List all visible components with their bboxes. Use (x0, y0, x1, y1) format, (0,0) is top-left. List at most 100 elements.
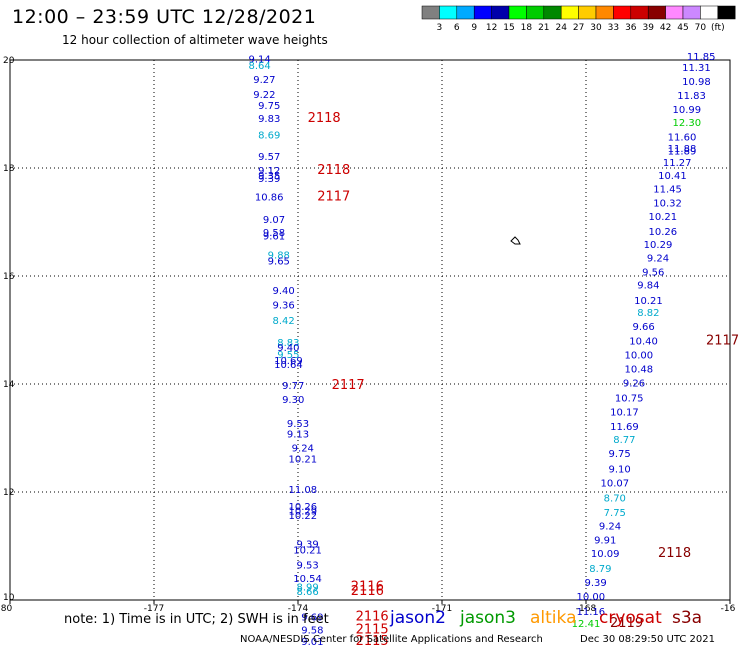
wave-height-value: 10.00 (576, 592, 605, 603)
wave-height-value: 9.01 (301, 637, 323, 648)
time-label: 2118 (317, 163, 350, 178)
wave-height-value: 10.21 (648, 212, 677, 223)
colorbar-label: (ft) (711, 23, 725, 33)
colorbar-label: 24 (555, 23, 567, 33)
wave-height-value: 8.66 (296, 587, 318, 598)
y-tick-label: 10 (3, 593, 15, 603)
color-scale-legend: 3 6 9 12 15 18 21 24 27 30 33 36 39 42 45 70 (ft) (421, 5, 736, 33)
wave-height-value: 11.85 (687, 52, 716, 63)
wave-height-value: 9.22 (253, 90, 275, 101)
legend-altika: altika (530, 608, 577, 628)
wave-height-value: 9.39 (258, 174, 280, 185)
wave-height-value: 9.75 (258, 101, 280, 112)
wave-height-value: 8.83 (277, 338, 299, 349)
wave-height-value: 9.24 (599, 521, 621, 532)
wave-height-value: 10.99 (672, 105, 701, 116)
legend-s3a: s3a (672, 608, 703, 628)
colorbar-label: 45 (677, 23, 688, 33)
wave-height-value: 9.58 (263, 228, 285, 239)
wave-height-value: 9.26 (623, 379, 645, 390)
colorbar-label: 21 (538, 23, 549, 33)
credit-line: NOAA/NESDIS Center for Satellite Applica… (240, 634, 543, 645)
wave-height-value: 12.30 (672, 118, 701, 129)
wave-height-value: 8.79 (589, 564, 611, 575)
colorbar-label: 15 (503, 23, 514, 33)
time-label: 2118 (308, 111, 341, 126)
wave-height-value: 9.55 (277, 350, 299, 361)
wave-height-value: 10.86 (255, 192, 284, 203)
wave-height-value: 8.69 (258, 130, 280, 141)
legend-jason2: jason2 (390, 608, 446, 628)
wave-height-value: 10.98 (682, 77, 711, 88)
wave-height-value: 9.77 (282, 381, 304, 392)
wave-height-value: 10.07 (600, 479, 629, 490)
wave-height-value: 9.39 (584, 578, 606, 589)
wave-height-value: 9.56 (642, 267, 664, 278)
colorbar-label: 30 (590, 23, 602, 33)
chart-subtitle: 12 hour collection of altimeter wave hei… (62, 33, 328, 47)
wave-height-value: 11.89 (668, 147, 697, 158)
footnote: note: 1) Time is in UTC; 2) SWH is in fe… (64, 612, 329, 627)
time-label: 2116 (356, 610, 389, 625)
wave-height-value: 11.69 (610, 422, 639, 433)
wave-height-value: 9.40 (277, 343, 299, 354)
wave-height-value: 9.24 (647, 253, 669, 264)
time-label: 2119 (610, 616, 643, 631)
chart-title: 12:00 – 23:59 UTC 12/28/2021 (12, 6, 317, 28)
wave-height-value: 9.91 (594, 535, 616, 546)
wave-height-value: 10.21 (293, 546, 322, 557)
wave-height-value: 9.14 (248, 55, 270, 66)
colorbar-label: 3 (437, 23, 443, 33)
legend-cryosat: cryosat (599, 608, 662, 628)
colorbar-label: 42 (660, 23, 671, 33)
wave-height-value: 11.16 (576, 607, 605, 618)
wave-height-value: 8.99 (296, 582, 318, 593)
wave-height-value: 9.12 (258, 166, 280, 177)
wave-height-value: 10.69 (274, 356, 303, 367)
wave-height-value: 10.75 (615, 393, 644, 404)
wave-height-value: 9.61 (263, 231, 285, 242)
wave-height-value: 10.29 (644, 240, 673, 251)
colorbar-label: 6 (454, 23, 460, 33)
wave-height-value: 10.21 (634, 296, 663, 307)
y-tick-label: 16 (3, 272, 15, 282)
wave-height-value: 9.24 (292, 444, 314, 455)
wave-height-value: 11.60 (668, 132, 697, 143)
time-label: 2117 (317, 189, 350, 204)
wave-height-value: 10.09 (591, 549, 620, 560)
wave-height-value: 8.42 (272, 316, 294, 327)
wave-height-value: 10.41 (658, 171, 687, 182)
time-label: 2116 (351, 579, 384, 594)
wave-height-value: 8.70 (604, 494, 626, 505)
time-label: 2117 (706, 334, 739, 349)
time-label: 2117 (332, 378, 365, 393)
colorbar-label: 36 (625, 23, 637, 33)
wave-height-value: 10.17 (610, 407, 639, 418)
colorbar-swatch (717, 5, 736, 20)
wave-height-value: 11.08 (288, 485, 317, 496)
legend-jason3: jason3 (460, 608, 516, 628)
wave-height-value: 9.53 (287, 419, 309, 430)
wave-height-value: 11.27 (663, 158, 692, 169)
wave-height-value: 10.48 (624, 365, 653, 376)
x-tick-label: -174 (288, 604, 309, 614)
wave-height-value: 9.84 (637, 280, 659, 291)
wave-height-value: 11.31 (682, 63, 711, 74)
plot-frame (9, 59, 731, 601)
colorbar-label: 18 (521, 23, 533, 33)
colorbar-label: 9 (471, 23, 477, 33)
time-label: 2116 (351, 584, 384, 599)
time-label: 2115 (356, 622, 389, 637)
x-tick-label: -168 (576, 604, 597, 614)
wave-height-value: 9.58 (301, 625, 323, 636)
y-tick-label: 20 (3, 56, 15, 66)
wave-height-value: 10.26 (288, 502, 317, 513)
colorbar-label: 12 (486, 23, 497, 33)
wave-height-value: 9.35 (258, 171, 280, 182)
wave-height-value: 10.32 (653, 198, 682, 209)
wave-height-value: 9.27 (253, 75, 275, 86)
colorbar-label: 70 (695, 23, 707, 33)
x-tick-label: -171 (432, 604, 452, 614)
wave-height-value: 11.88 (668, 144, 697, 155)
